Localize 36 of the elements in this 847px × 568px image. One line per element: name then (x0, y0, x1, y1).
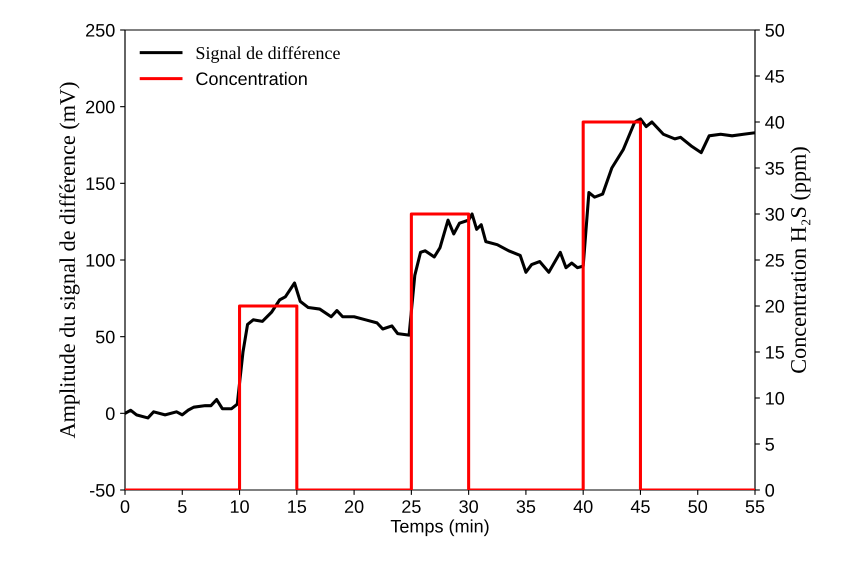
y2-tick-label: 40 (765, 116, 784, 129)
y2-axis-title: Concentration H₂S (ppm) (790, 147, 811, 373)
y2-tick-label: 10 (766, 392, 784, 405)
line-series (125, 120, 755, 490)
x-tick-label: 45 (630, 500, 650, 513)
x-tick-label: 0 (120, 500, 130, 513)
x-tick-label: 20 (344, 500, 364, 513)
y-tick-label: 200 (86, 100, 115, 114)
x-tick-label: 25 (402, 500, 421, 513)
y-tick-label: 50 (96, 330, 115, 344)
legend-label: Signal de différence (196, 46, 340, 63)
y2-tick-label: 5 (765, 438, 774, 451)
y2-tick-label: 20 (766, 300, 784, 313)
y-tick-label: 250 (86, 24, 115, 37)
legend-label: Concentration (196, 72, 307, 86)
y2-tick-label: 35 (765, 162, 784, 175)
x-tick-label: 15 (288, 500, 306, 513)
y-tick-label: 100 (86, 254, 115, 267)
x-tick-label: 35 (516, 500, 536, 513)
y-tick-label: 150 (86, 177, 115, 190)
y2-tick-label: 15 (766, 346, 784, 359)
y2-tick-label: 45 (765, 70, 784, 83)
x-tick-label: 30 (459, 500, 478, 513)
y2-tick-label: 50 (765, 24, 784, 37)
x-tick-label: 50 (688, 500, 708, 513)
y2-tick-label: 0 (765, 484, 774, 497)
y-axis-title: Amplitude du signal de différence (mV) (59, 82, 80, 438)
x-tick-label: 40 (574, 500, 593, 513)
y-tick-label: -50 (90, 484, 115, 497)
x-tick-label: 10 (230, 500, 249, 513)
x-tick-label: 55 (746, 500, 764, 513)
y2-tick-label: 30 (765, 208, 784, 221)
y-tick-label: 0 (106, 407, 115, 420)
y2-tick-label: 25 (766, 254, 784, 267)
x-axis-title: Temps (min) (390, 519, 489, 536)
x-tick-label: 5 (178, 500, 187, 513)
